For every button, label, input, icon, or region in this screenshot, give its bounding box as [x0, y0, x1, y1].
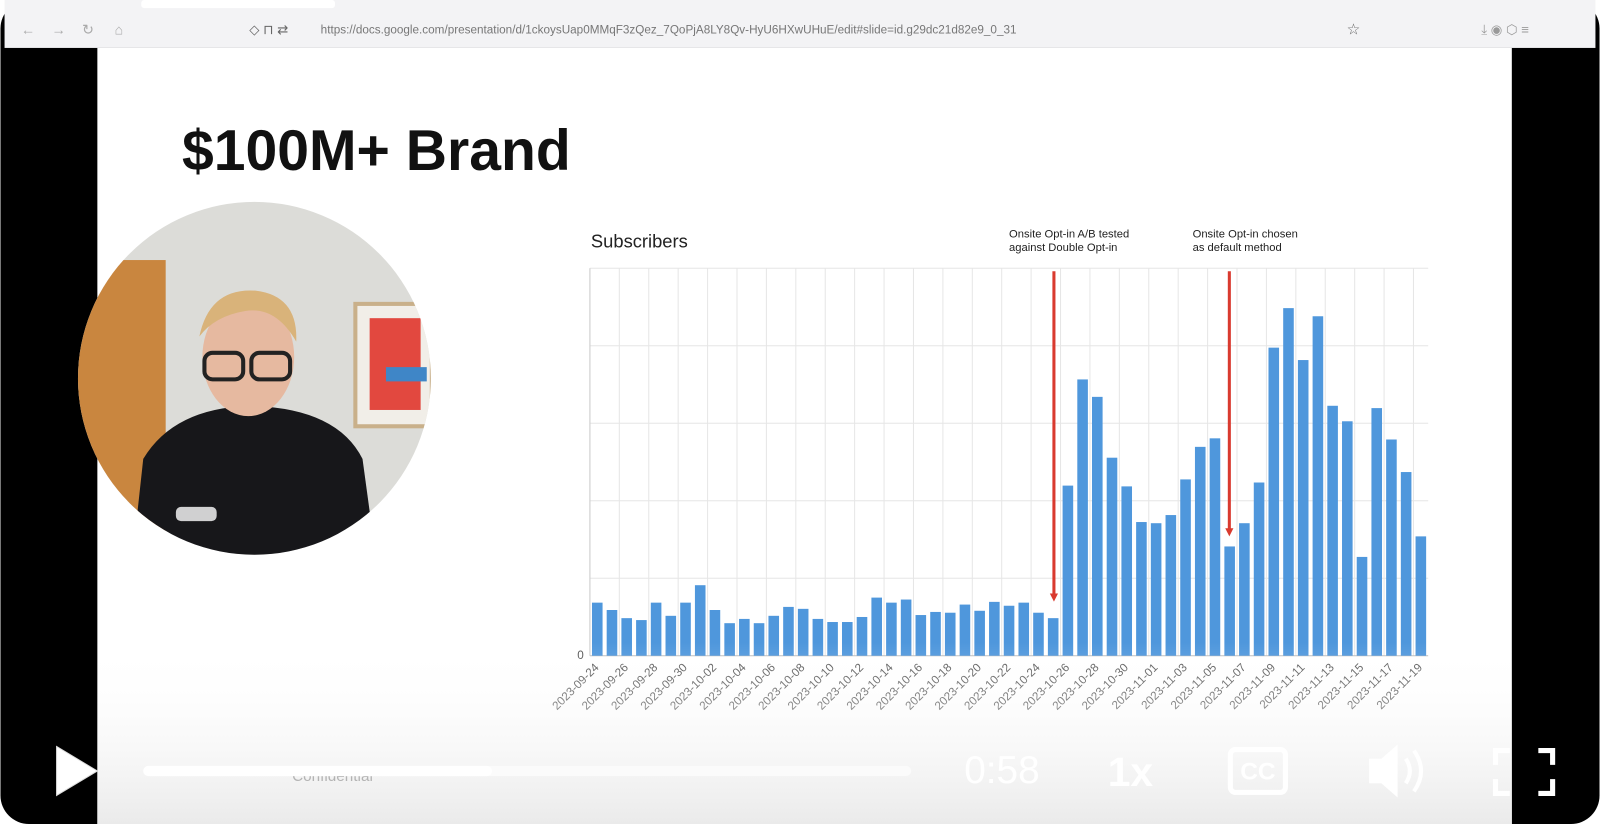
- annotation-text: against Double Opt-in: [1009, 242, 1117, 254]
- annotation-arrowhead: [1049, 593, 1059, 602]
- bar: [783, 606, 794, 656]
- bar: [709, 610, 721, 656]
- bar: [974, 610, 985, 656]
- bar: [930, 611, 941, 656]
- chart-title: Subscribers: [591, 231, 688, 252]
- url[interactable]: https://docs.google.com/presentation/d/1…: [321, 24, 1017, 37]
- captions-button[interactable]: [1227, 747, 1288, 795]
- annotation-text: Onsite Opt-in chosen: [1193, 229, 1298, 241]
- bar: [1297, 360, 1309, 656]
- speed-button[interactable]: 1x: [1108, 749, 1154, 795]
- bar: [1121, 486, 1133, 656]
- bar: [665, 615, 677, 656]
- bar: [1077, 379, 1088, 656]
- bar: [1239, 523, 1250, 656]
- bar: [1356, 556, 1368, 656]
- bar: [827, 622, 838, 656]
- progress-fill: [143, 765, 493, 777]
- bar: [915, 615, 927, 656]
- fullscreen-button[interactable]: [1492, 748, 1556, 796]
- bar: [1047, 618, 1059, 656]
- bar: [636, 620, 647, 656]
- bar: [606, 610, 618, 656]
- home-button[interactable]: ⌂: [115, 22, 124, 38]
- bar: [1003, 605, 1015, 656]
- bar: [1327, 405, 1338, 656]
- annotation-text: as default method: [1193, 242, 1282, 254]
- bar: [591, 602, 603, 656]
- slide-title: $100M+ Brand: [182, 119, 571, 183]
- security-icon[interactable]: ◇ ⊓ ⇄: [249, 22, 288, 37]
- bar: [1283, 308, 1294, 656]
- bar: [1062, 485, 1074, 656]
- bar: [1092, 396, 1103, 656]
- bar: [1136, 522, 1147, 656]
- bar: [797, 608, 809, 656]
- bar: [1224, 546, 1235, 656]
- bar: [1312, 316, 1324, 656]
- bar: [1386, 439, 1397, 656]
- bar: [841, 622, 853, 656]
- bar: [1371, 408, 1383, 656]
- bar: [959, 604, 971, 656]
- bar: [1209, 438, 1221, 656]
- volume-waves: [1404, 749, 1424, 793]
- bar: [739, 618, 750, 656]
- bar: [1180, 479, 1191, 656]
- webcam: [77, 201, 431, 555]
- bar: [753, 623, 765, 656]
- captions-label[interactable]: CC: [1240, 758, 1275, 785]
- bar: [989, 601, 1000, 656]
- bar: [1165, 515, 1177, 656]
- bar: [871, 597, 882, 656]
- bar: [694, 585, 706, 656]
- annotation-text: Onsite Opt-in A/B tested: [1009, 229, 1129, 241]
- annotation-arrowhead: [1225, 528, 1234, 537]
- volume-button[interactable]: [1369, 744, 1398, 798]
- play-button[interactable]: [56, 745, 99, 797]
- bar: [1033, 612, 1044, 656]
- bar: [1253, 482, 1265, 656]
- bar: [1018, 602, 1030, 656]
- browser-tab: [141, 0, 335, 9]
- time: 0:58: [964, 749, 1039, 792]
- bar: [724, 623, 735, 656]
- controls-overlay: [97, 642, 1512, 824]
- bar: [1400, 472, 1412, 656]
- bar: [856, 616, 868, 656]
- back-button[interactable]: ←: [21, 22, 35, 38]
- bar: [944, 612, 956, 656]
- bar: [680, 602, 691, 656]
- toolbar-icons[interactable]: ⤓ ◉ ⬡ ≡: [1481, 22, 1529, 37]
- bookmark-star[interactable]: ☆: [1347, 22, 1361, 39]
- bar: [1268, 347, 1280, 656]
- bar: [1342, 421, 1353, 656]
- forward-button[interactable]: →: [51, 22, 65, 38]
- bar: [1106, 457, 1118, 656]
- bar: [900, 599, 912, 656]
- bar: [886, 602, 897, 656]
- bar: [768, 615, 780, 656]
- bar: [1415, 536, 1427, 656]
- bar: [650, 602, 662, 656]
- bar: [1194, 446, 1206, 656]
- bar: [1150, 523, 1162, 656]
- reload-button[interactable]: ↻: [82, 22, 94, 38]
- bar: [812, 618, 824, 656]
- bar: [621, 618, 632, 656]
